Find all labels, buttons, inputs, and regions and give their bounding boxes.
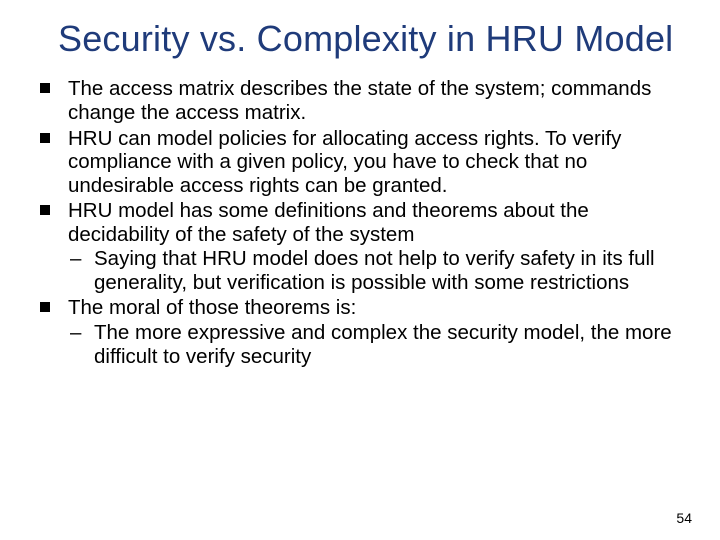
bullet-text: The access matrix describes the state of… xyxy=(68,77,651,124)
bullet-text: HRU model has some definitions and theor… xyxy=(68,199,589,246)
bullet-item: HRU can model policies for allocating ac… xyxy=(30,127,690,198)
sub-list: The more expressive and complex the secu… xyxy=(68,321,690,368)
page-number: 54 xyxy=(676,510,692,526)
bullet-text: HRU can model policies for allocating ac… xyxy=(68,127,621,197)
sub-text: The more expressive and complex the secu… xyxy=(94,321,672,368)
bullet-text: The moral of those theorems is: xyxy=(68,296,356,319)
bullet-item: The access matrix describes the state of… xyxy=(30,77,690,124)
sub-item: The more expressive and complex the secu… xyxy=(68,321,690,368)
slide-title: Security vs. Complexity in HRU Model xyxy=(58,18,690,59)
sub-list: Saying that HRU model does not help to v… xyxy=(68,247,690,294)
sub-text: Saying that HRU model does not help to v… xyxy=(94,247,655,294)
bullet-item: HRU model has some definitions and theor… xyxy=(30,199,690,294)
slide-container: Security vs. Complexity in HRU Model The… xyxy=(0,0,720,540)
sub-item: Saying that HRU model does not help to v… xyxy=(68,247,690,294)
bullet-list: The access matrix describes the state of… xyxy=(30,77,690,368)
bullet-item: The moral of those theorems is: The more… xyxy=(30,296,690,368)
